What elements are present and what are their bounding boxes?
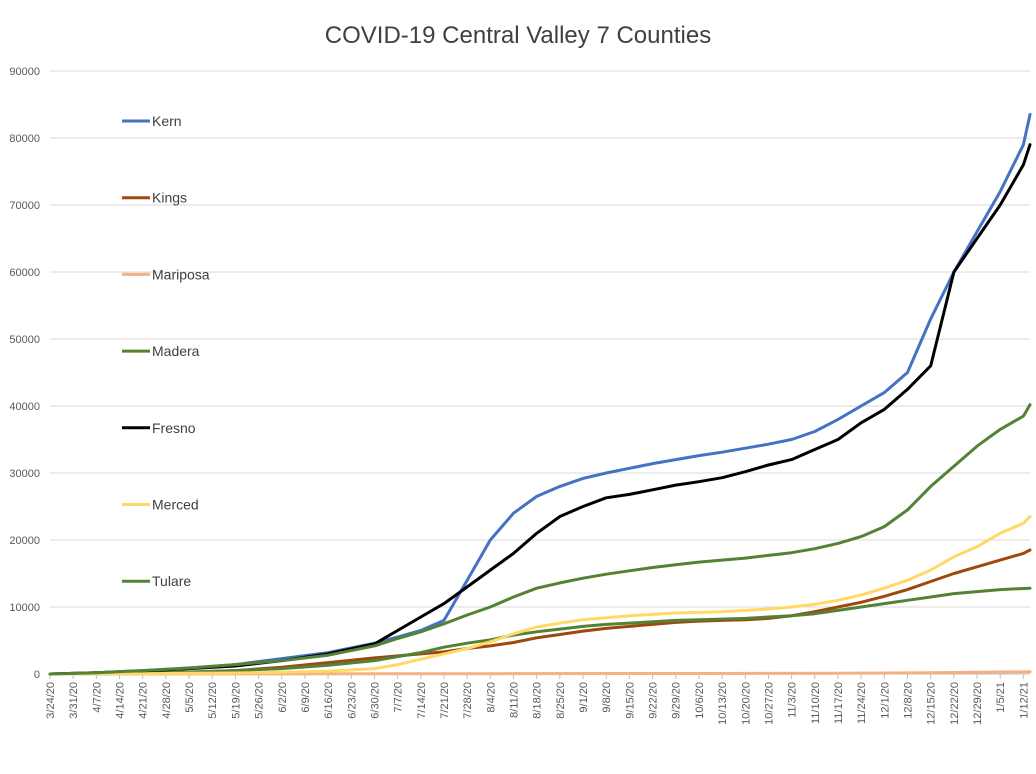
x-tick-label: 7/28/20 [462,682,474,719]
y-tick-label: 0 [34,669,40,681]
x-tick-label: 9/15/20 [624,682,636,719]
x-tick-label: 6/9/20 [300,682,312,713]
legend-label-merced: Merced [152,497,199,513]
x-tick-label: 5/12/20 [207,682,219,719]
x-tick-label: 9/22/20 [648,682,660,719]
y-tick-label: 20000 [9,535,40,547]
y-tick-label: 50000 [9,334,40,346]
legend-label-fresno: Fresno [152,420,196,436]
x-tick-label: 8/11/20 [509,682,521,718]
x-tick-label: 3/31/20 [68,682,80,719]
x-tick-label: 3/24/20 [45,682,57,719]
legend-label-mariposa: Mariposa [152,266,210,282]
x-tick-label: 4/21/20 [138,682,150,719]
x-tick-label: 10/27/20 [763,682,775,725]
series-line-madera [48,586,1032,676]
legend-label-madera: Madera [152,343,200,359]
y-tick-label: 10000 [9,602,40,614]
y-tick-label: 60000 [9,267,40,279]
x-tick-label: 7/7/20 [393,682,405,713]
y-tick-label: 90000 [9,66,40,78]
legend-label-kings: Kings [152,190,187,206]
series-line-tulare [48,403,1032,676]
y-tick-label: 80000 [9,133,40,145]
x-tick-label: 10/6/20 [694,682,706,719]
series-line-fresno [48,143,1032,676]
x-tick-label: 1/5/21 [995,682,1007,713]
x-tick-label: 8/4/20 [485,682,497,713]
x-tick-label: 11/17/20 [833,682,845,724]
x-tick-label: 1/12/21 [1018,682,1030,719]
x-tick-label: 9/1/20 [578,682,590,713]
x-axis: 3/24/20 3/31/20 4/7/20 4/14/20 4/21/20 4/28/2… [45,674,1030,725]
series-line-mariposa [48,670,1032,676]
x-tick-label: 5/26/20 [254,682,266,719]
y-tick-label: 30000 [9,468,40,480]
y-tick-label: 70000 [9,200,40,212]
x-tick-label: 7/21/20 [439,682,451,719]
x-tick-label: 4/14/20 [115,682,127,719]
x-tick-label: 12/1/20 [879,682,891,719]
chart-title: COVID-19 Central Valley 7 Counties [324,22,712,49]
x-tick-label: 5/19/20 [230,682,242,719]
legend: Kern Kings Mariposa Madera Fresno Merced Tular… [122,113,210,589]
x-tick-label: 7/14/20 [416,682,428,719]
y-tick-label: 40000 [9,401,40,413]
x-tick-label: 6/30/20 [369,682,381,719]
x-tick-label: 12/29/20 [972,682,984,725]
x-tick-label: 6/16/20 [323,682,335,719]
x-tick-label: 4/28/20 [161,682,173,719]
x-tick-label: 11/24/20 [856,682,868,724]
x-tick-label: 4/7/20 [91,682,103,713]
y-axis: 0 10000 20000 30000 40000 50000 60000 70000 8000… [9,66,40,681]
series-lines [48,113,1032,676]
legend-label-kern: Kern [152,113,182,129]
x-tick-label: 9/29/20 [671,682,683,719]
x-tick-label: 11/3/20 [787,682,799,718]
x-tick-label: 9/8/20 [601,682,613,713]
x-tick-label: 11/10/20 [810,682,822,724]
x-tick-label: 8/18/20 [532,682,544,719]
series-line-kings [48,548,1032,676]
x-tick-label: 6/23/20 [346,682,358,719]
x-tick-label: 10/20/20 [740,682,752,725]
gridlines [50,70,1030,675]
legend-label-tulare: Tulare [152,573,191,589]
x-tick-label: 8/25/20 [555,682,567,719]
x-tick-label: 12/22/20 [949,682,961,725]
x-tick-label: 12/15/20 [926,682,938,725]
x-tick-label: 10/13/20 [717,682,729,725]
x-tick-label: 12/8/20 [903,682,915,719]
x-tick-label: 6/2/20 [277,682,289,713]
x-tick-label: 5/5/20 [184,682,196,713]
series-line-merced [48,515,1032,676]
